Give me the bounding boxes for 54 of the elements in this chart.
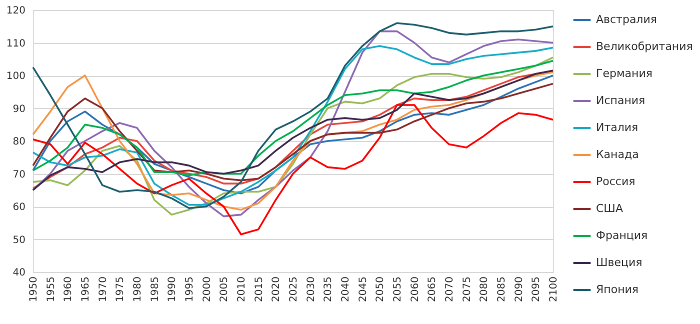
- x-tick-label: 2005: [219, 276, 230, 302]
- legend-label: Австралия: [596, 13, 657, 26]
- x-tick-label: 1950: [28, 276, 40, 302]
- x-tick-label: 2050: [375, 276, 386, 302]
- x-tick-label: 1970: [98, 276, 109, 302]
- x-tick-label: 2025: [288, 276, 300, 302]
- x-tick-label: 2095: [531, 276, 542, 302]
- x-tick-label: 2060: [410, 276, 421, 302]
- x-tick-label: 1960: [63, 276, 74, 302]
- legend-label: Франция: [596, 229, 648, 242]
- y-tick-label: 70: [12, 169, 26, 180]
- x-tick-label: 1985: [150, 276, 161, 302]
- legend-label: Великобритания: [596, 40, 693, 53]
- line-series: [32, 60, 554, 176]
- legend-label: Испания: [596, 94, 646, 107]
- legend-label: Канада: [596, 148, 639, 161]
- x-tick-label: 2055: [392, 276, 404, 302]
- x-tick-label: 1995: [184, 276, 196, 302]
- x-tick-label: 1990: [167, 276, 178, 302]
- x-tick-label: 1955: [46, 276, 57, 302]
- y-tick-label: 120: [6, 6, 26, 16]
- x-tick-label: 2000: [202, 276, 213, 302]
- legend-label: Япония: [596, 283, 639, 296]
- x-tick-label: 1980: [132, 276, 144, 302]
- x-tick-label: 2085: [496, 276, 508, 302]
- x-tick-label: 2015: [254, 276, 265, 302]
- x-tick-label: 2040: [340, 276, 352, 302]
- y-tick-label: 90: [12, 104, 26, 115]
- legend-label: Россия: [596, 175, 636, 188]
- x-tick-label: 2045: [358, 276, 369, 302]
- x-tick-label: 2100: [548, 276, 560, 302]
- y-tick-label: 40: [12, 268, 26, 278]
- x-tick-label: 2035: [323, 276, 334, 302]
- x-tick-label: 2080: [479, 276, 490, 302]
- x-tick-label: 1965: [80, 276, 92, 302]
- y-tick-label: 100: [6, 71, 26, 82]
- line-series: [32, 82, 554, 182]
- y-tick-label: 80: [12, 136, 26, 148]
- line-series: [32, 104, 554, 236]
- x-tick-label: 2090: [514, 276, 525, 302]
- x-tick-label: 1975: [115, 276, 126, 302]
- legend-label: Германия: [596, 67, 652, 80]
- x-tick-label: 2030: [306, 276, 317, 302]
- legend-label: Италия: [596, 121, 638, 134]
- y-tick-label: 50: [12, 234, 26, 246]
- legend-label: США: [596, 202, 624, 215]
- x-tick-label: 2010: [236, 276, 248, 302]
- y-tick-label: 110: [6, 38, 26, 50]
- x-tick-label: 2075: [462, 276, 473, 302]
- y-tick-label: 60: [12, 202, 26, 213]
- legend-label: Швеция: [596, 256, 642, 269]
- x-tick-label: 2070: [444, 276, 456, 302]
- x-tick-label: 2065: [427, 276, 438, 302]
- x-tick-label: 2020: [271, 276, 282, 302]
